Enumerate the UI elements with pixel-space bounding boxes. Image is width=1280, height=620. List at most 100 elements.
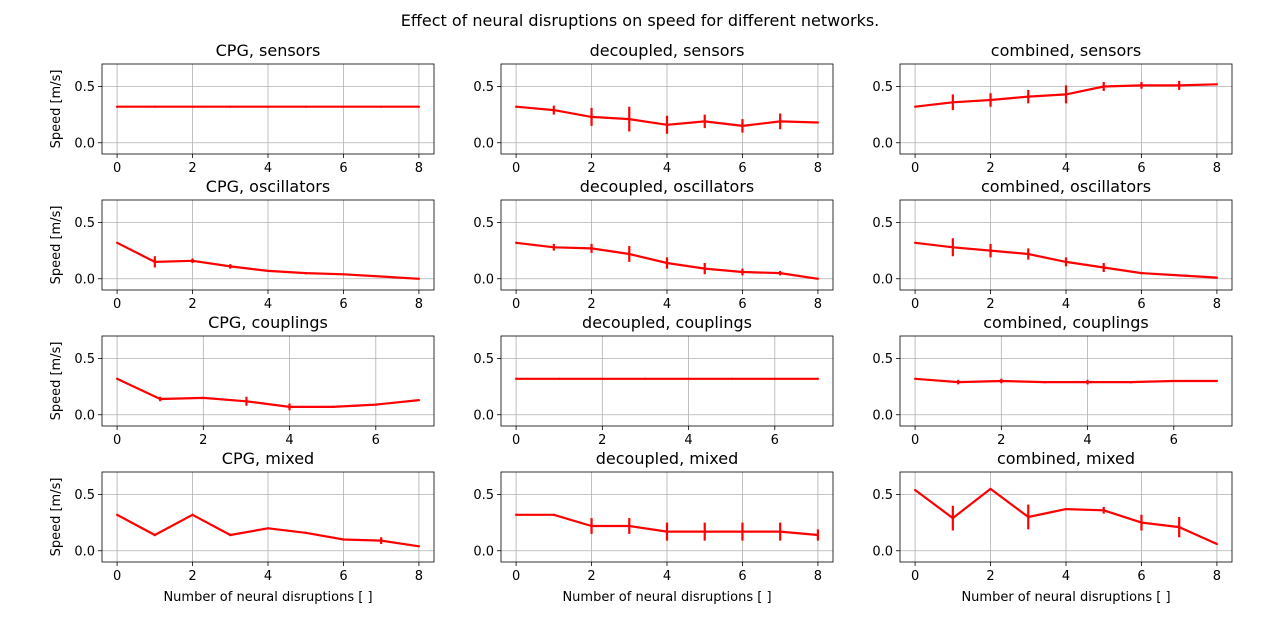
x-tick-label: 6 [372,433,380,448]
data-point [266,269,270,272]
data-point [913,377,917,380]
x-tick-label: 2 [986,161,994,176]
series-line [116,377,420,408]
data-point [245,400,248,403]
data-point [380,275,383,278]
x-tick-label: 0 [911,297,919,312]
y-tick-label: 0.0 [74,272,95,287]
data-point [514,513,518,516]
data-point [115,513,119,516]
y-axis-label: Speed [m/s] [49,206,64,285]
data-point [601,377,604,380]
subplot: 0 2 4 6 0.0 0.5 decoupled, couplings [473,313,834,448]
data-point [514,241,518,244]
data-point [417,277,421,280]
data-point [779,120,782,123]
y-tick-label: 0.0 [74,544,95,559]
data-point [115,105,119,108]
data-point [153,533,156,537]
y-tick-label: 0.5 [872,216,893,231]
data-point [229,265,232,268]
axes-frame [101,471,435,563]
axes-frame [500,471,834,563]
data-point [552,109,555,112]
data-point [644,377,647,380]
data-point [1178,84,1181,87]
data-point [913,241,917,244]
y-axis-label: Speed [m/s] [49,70,64,149]
data-point [1102,85,1105,88]
subplot: 0 2 4 6 0.0 0.5 CPG, couplings Speed [m/s] [49,313,435,448]
x-tick-label: 0 [113,433,121,448]
y-tick-label: 0.0 [872,272,893,287]
x-tick-label: 2 [587,161,595,176]
data-point [153,105,156,108]
data-point [816,377,820,380]
subplot-title: combined, couplings [983,313,1149,332]
y-tick-label: 0.0 [872,136,893,151]
x-tick-label: 2 [188,569,196,584]
data-point [552,246,555,249]
data-point [816,121,820,124]
axes-frame [101,63,435,155]
data-point [703,120,706,123]
subplot-title: decoupled, oscillators [580,177,755,196]
x-tick-label: 4 [1062,569,1070,584]
x-tick-label: 2 [986,297,994,312]
data-point [590,247,593,250]
y-tick-label: 0.5 [74,216,95,231]
x-tick-label: 6 [1137,161,1145,176]
x-axis-label: Number of neural disruptions [ ] [961,590,1170,605]
x-tick-label: 8 [1213,297,1221,312]
subplot: 0 2 4 6 8 0.0 0.5 combined, sensors [872,41,1233,176]
x-tick-label: 2 [587,569,595,584]
x-tick-label: 0 [911,161,919,176]
figure-suptitle: Effect of neural disruptions on speed fo… [401,11,880,30]
data-point [913,488,917,492]
data-point [417,399,421,402]
data-point [1178,526,1181,529]
data-point [665,530,669,533]
x-tick-label: 2 [598,433,606,448]
data-point [342,105,345,108]
data-point [913,105,917,108]
data-point [1064,508,1068,511]
data-point [159,397,162,401]
subplot: 0 2 4 6 8 0.0 0.5 CPG, oscillators Speed [m/s] [49,177,435,312]
x-tick-label: 0 [512,569,520,584]
y-tick-label: 0.0 [872,408,893,423]
subplot-title: CPG, oscillators [206,177,330,196]
data-point [115,241,119,244]
data-point [1086,381,1089,384]
x-tick-label: 6 [1170,433,1178,448]
x-tick-label: 2 [997,433,1005,448]
data-point [1140,521,1143,524]
data-point [417,545,421,548]
data-point [741,530,744,533]
data-point [1215,379,1219,383]
data-point [304,105,307,108]
y-tick-label: 0.5 [74,352,95,367]
data-point [1064,260,1068,263]
data-point [741,270,744,274]
subplot-title: decoupled, mixed [596,449,739,468]
data-point [741,124,744,127]
data-point [1102,266,1105,269]
subplot-title: combined, mixed [997,449,1135,468]
subplot-title: decoupled, couplings [582,313,752,332]
y-tick-label: 0.0 [473,408,494,423]
x-tick-label: 0 [512,161,520,176]
x-tick-label: 6 [339,569,347,584]
subplot: 0 2 4 6 8 0.0 0.5 CPG, sensors Speed [m/s] [49,41,435,176]
data-point [558,377,561,380]
subplot: 0 2 4 6 8 0.0 0.5 combined, oscillators [872,177,1233,312]
data-point [304,531,307,534]
x-tick-label: 8 [415,297,423,312]
data-point [1215,83,1219,86]
axes-frame [500,199,834,291]
data-point [342,273,345,276]
data-point [266,527,270,530]
y-axis-label: Speed [m/s] [49,478,64,557]
y-tick-label: 0.0 [872,544,893,559]
